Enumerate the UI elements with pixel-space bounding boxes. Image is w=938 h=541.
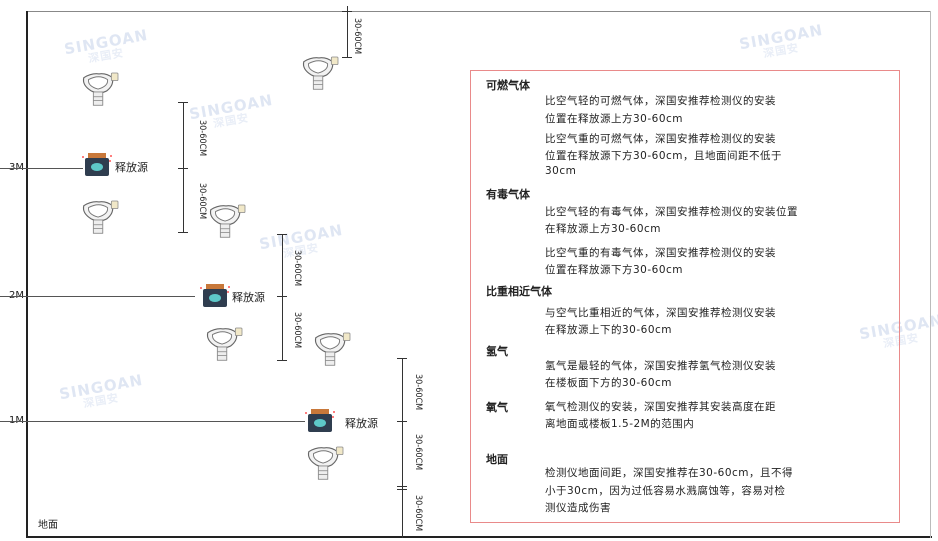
note-line: 氢气是最轻的气体，深国安推荐氢气检测仪安装 [545, 360, 776, 372]
release-source-label: 释放源 [232, 291, 265, 304]
note-line: 30cm [545, 165, 577, 177]
level-1m-line [0, 421, 305, 422]
release-source-label: 释放源 [115, 161, 148, 174]
gas-detector-icon [298, 56, 340, 94]
note-line: 在释放源上下的30-60cm [545, 324, 673, 336]
dimension-label: 30-60CM [292, 250, 302, 287]
note-line: 在楼板面下方的30-60cm [545, 377, 673, 389]
note-line: 比空气轻的可燃气体，深国安推荐检测仪的安装 [545, 95, 776, 107]
level-2m-label: 2M [9, 290, 24, 301]
gas-detector-icon [205, 204, 247, 242]
right-border [930, 11, 931, 538]
dimension-line [402, 358, 403, 538]
section-title-toxic: 有毒气体 [486, 188, 530, 201]
level-2m-line [0, 296, 195, 297]
dimension-label: 30-60CM [197, 120, 207, 157]
level-1m-label: 1M [9, 415, 24, 426]
gas-detector-icon [78, 200, 120, 238]
note-line: 氧气检测仪的安装，深国安推荐其安装高度在距 [545, 401, 776, 413]
note-line: 比空气轻的有毒气体，深国安推荐检测仪的安装位置 [545, 206, 798, 218]
section-title-hydrogen: 氢气 [486, 345, 508, 358]
floor-label: 地面 [38, 520, 58, 531]
dimension-line [347, 6, 348, 58]
gas-detector-icon [78, 72, 120, 110]
ceiling-line [27, 11, 930, 12]
dimension-label: 30-60CM [413, 434, 423, 471]
watermark: SINGOAN 深国安 [257, 220, 345, 261]
dimension-label: 30-60CM [197, 183, 207, 220]
level-3m-label: 3M [9, 162, 24, 173]
section-title-similar-density: 比重相近气体 [486, 285, 552, 298]
dimension-label: 30-60CM [292, 312, 302, 349]
note-line: 测仪造成伤害 [545, 502, 611, 514]
gas-detector-icon [202, 327, 244, 365]
note-line: 离地面或楼板1.5-2M的范围内 [545, 418, 695, 430]
release-source-label: 释放源 [345, 417, 378, 430]
gas-detector-icon [303, 446, 345, 484]
dimension-label: 30-60CM [413, 495, 423, 532]
note-line: 比空气重的有毒气体，深国安推荐检测仪的安装 [545, 247, 776, 259]
section-title-oxygen: 氧气 [486, 401, 508, 414]
installation-notes-box [470, 70, 900, 523]
dimension-label: 30-60CM [352, 18, 362, 55]
watermark: SINGOAN 深国安 [737, 20, 825, 61]
note-line: 小于30cm，因为过低容易水溅腐蚀等，容易对检 [545, 485, 786, 497]
note-line: 在释放源上方30-60cm [545, 223, 662, 235]
dimension-line [183, 102, 184, 233]
section-title-combustible: 可燃气体 [486, 79, 530, 92]
release-source-icon [82, 152, 112, 178]
note-line: 检测仪地面间距，深国安推荐在30-60cm，且不得 [545, 467, 794, 479]
section-title-ground: 地面 [486, 453, 508, 466]
dimension-label: 30-60CM [413, 374, 423, 411]
watermark: SINGOAN 深国安 [62, 25, 150, 66]
note-line: 位置在释放源下方30-60cm，且地面间距不低于 [545, 150, 783, 162]
gas-detector-icon [310, 332, 352, 370]
dimension-line [282, 234, 283, 361]
note-line: 比空气重的可燃气体，深国安推荐检测仪的安装 [545, 133, 776, 145]
note-line: 位置在释放源下方30-60cm [545, 264, 684, 276]
release-source-icon [305, 408, 335, 434]
wall-line [26, 11, 28, 538]
level-3m-line [0, 168, 83, 169]
release-source-icon [200, 283, 230, 309]
note-line: 位置在释放源上方30-60cm [545, 113, 684, 125]
floor-line [27, 536, 932, 538]
note-line: 与空气比重相近的气体，深国安推荐检测仪安装 [545, 307, 776, 319]
watermark: SINGOAN 深国安 [57, 370, 145, 411]
